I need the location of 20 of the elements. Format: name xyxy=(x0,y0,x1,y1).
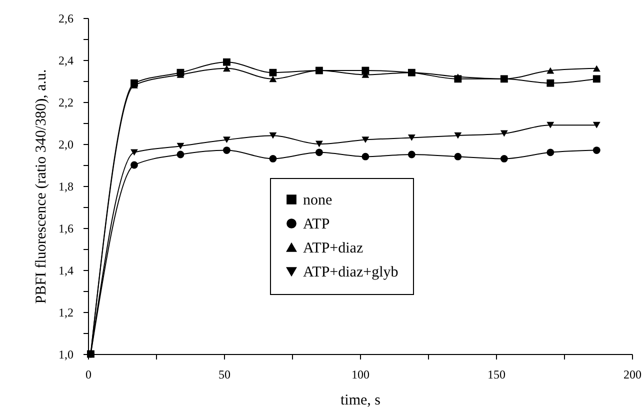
legend-label: none xyxy=(303,192,332,208)
legend-label: ATP+diaz+glyb xyxy=(303,264,398,280)
y-tick-label: 2,2 xyxy=(58,96,74,110)
y-tick-label: 2,6 xyxy=(58,12,74,26)
x-tick-label: 100 xyxy=(352,368,370,382)
y-tick-label: 1,2 xyxy=(58,306,74,320)
y-tick-label: 2,4 xyxy=(58,54,74,68)
x-tick-label: 200 xyxy=(624,368,642,382)
y-axis-title: PBFI fluorescence (ratio 340/380), a.u. xyxy=(34,69,50,304)
y-tick-label: 1,8 xyxy=(58,180,74,194)
legend-label: ATP+diaz xyxy=(303,240,364,256)
x-axis-title: time, s xyxy=(340,392,381,408)
x-tick-label: 150 xyxy=(488,368,506,382)
x-tick-label: 50 xyxy=(218,368,230,382)
y-tick-label: 2,0 xyxy=(58,138,74,152)
y-tick-label: 1,6 xyxy=(58,222,74,236)
legend-label: ATP xyxy=(303,216,330,232)
x-tick-label: 0 xyxy=(86,368,92,382)
y-tick-label: 1,4 xyxy=(58,264,74,278)
y-tick-label: 1,0 xyxy=(58,348,74,362)
